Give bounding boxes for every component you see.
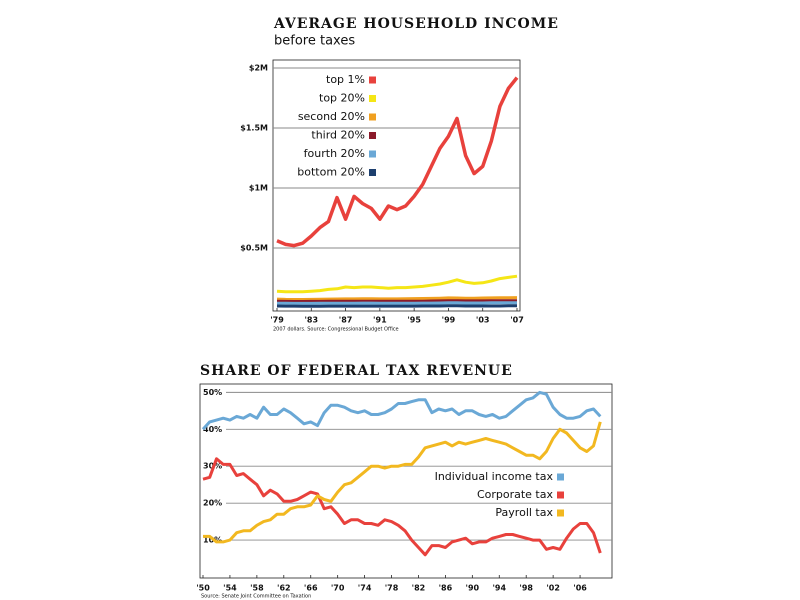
x-tick-label: '95 [407, 316, 421, 325]
y-tick-label: $1.5M [240, 124, 268, 133]
legend-label: top 1% [326, 73, 365, 86]
x-tick-label: '79 [270, 316, 284, 325]
legend-swatch [369, 132, 376, 139]
x-tick-label: '03 [476, 316, 490, 325]
x-tick-label: '66 [304, 584, 318, 593]
x-tick-label: '86 [439, 584, 453, 593]
chart-title: SHARE OF FEDERAL TAX REVENUE [200, 363, 513, 379]
footnote: 2007 dollars. Source: Congressional Budg… [273, 327, 399, 333]
y-tick-label: 20% [203, 499, 222, 508]
x-tick-label: '07 [510, 316, 524, 325]
legend-label: bottom 20% [297, 166, 365, 179]
chart-title: AVERAGE HOUSEHOLD INCOME [273, 16, 559, 32]
plot-frame [272, 59, 521, 312]
x-tick-label: '06 [573, 584, 587, 593]
series-line [203, 421, 602, 544]
series-line [276, 76, 519, 248]
legend-label: second 20% [298, 110, 365, 123]
series-line [201, 390, 602, 431]
legend-swatch [369, 76, 376, 84]
series-line [202, 457, 602, 557]
legend-swatch [557, 473, 564, 481]
x-tick-label: '54 [223, 584, 237, 593]
footnote: Source: Senate Joint Committee on Taxati… [201, 594, 311, 600]
legend-label: Payroll tax [495, 506, 553, 519]
x-tick-label: '78 [385, 584, 399, 593]
legend-label: Corporate tax [477, 488, 554, 501]
series-line [276, 274, 518, 294]
x-tick-label: '74 [358, 584, 372, 593]
y-tick-label: $2M [249, 64, 268, 73]
x-tick-label: '98 [519, 584, 533, 593]
legend-swatch [369, 169, 376, 176]
series-line [276, 296, 518, 301]
x-tick-label: '82 [412, 584, 426, 593]
legend-swatch [557, 509, 564, 517]
legend-label: third 20% [311, 129, 365, 142]
y-tick-label: $0.5M [240, 244, 268, 253]
legend-swatch [369, 95, 376, 102]
x-tick-label: '02 [546, 584, 560, 593]
x-tick-label: '58 [250, 584, 264, 593]
chart-subtitle: before taxes [274, 34, 355, 49]
legend-swatch [369, 150, 376, 158]
x-tick-label: '87 [339, 316, 353, 325]
y-tick-label: $1M [249, 184, 268, 193]
legend-swatch [557, 491, 564, 499]
x-tick-label: '94 [492, 584, 506, 593]
legend-label: fourth 20% [304, 147, 365, 160]
x-tick-label: '90 [466, 584, 480, 593]
y-tick-label: 50% [203, 388, 222, 397]
legend-label: Individual income tax [435, 470, 554, 483]
x-tick-label: '62 [277, 584, 291, 593]
legend-label: top 20% [319, 92, 365, 105]
series-line [276, 301, 517, 305]
x-tick-label: '50 [196, 584, 210, 593]
legend-swatch [369, 113, 376, 121]
y-tick-label: 40% [203, 425, 222, 434]
x-tick-label: '99 [442, 316, 456, 325]
series-line [276, 299, 517, 303]
x-tick-label: '83 [304, 316, 318, 325]
x-tick-label: '70 [331, 584, 345, 593]
plot-frame [199, 383, 613, 579]
x-tick-label: '91 [373, 316, 387, 325]
